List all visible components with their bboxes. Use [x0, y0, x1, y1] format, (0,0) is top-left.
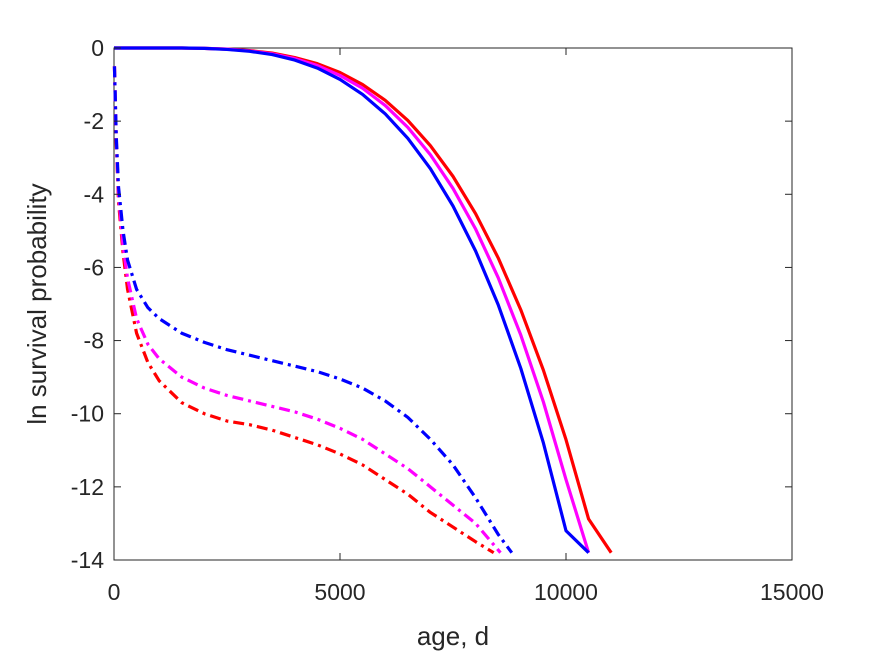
y-tick-label: -12	[71, 474, 104, 500]
x-tick-label: 0	[108, 579, 121, 605]
plot-area	[113, 47, 793, 561]
series-line-dashdot-4	[112, 66, 502, 554]
y-tick-label: -2	[84, 108, 104, 134]
y-tick-label: -14	[71, 547, 104, 573]
y-tick-label: -4	[84, 181, 105, 207]
y-tick-label: -8	[84, 328, 104, 354]
y-tick-label: -6	[84, 254, 104, 280]
y-tick-label: 0	[91, 35, 104, 61]
series-layer	[112, 46, 613, 555]
y-tick-label: -10	[71, 401, 104, 427]
x-tick-label: 15000	[760, 579, 824, 605]
x-tick-label: 5000	[314, 579, 365, 605]
series-line-solid-2	[114, 46, 590, 554]
y-axis-label: ln survival probability	[22, 183, 52, 424]
x-axis-label: age, d	[417, 621, 489, 651]
x-tick-label: 10000	[534, 579, 598, 605]
axis-layer: 0 5000 10000 15000 0 -2 -4 -6 -8 -10 -12 -14	[71, 35, 824, 605]
series-line-dashdot-5	[112, 66, 514, 554]
series-line-dashdot-3	[112, 66, 495, 555]
